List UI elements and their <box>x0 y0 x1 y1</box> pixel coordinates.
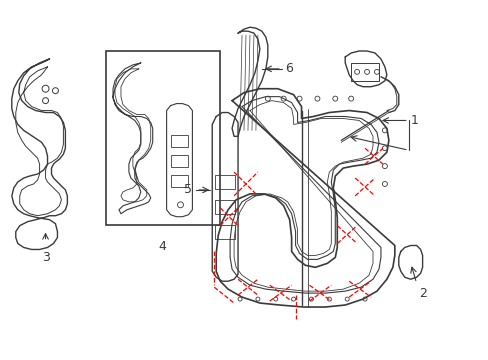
Bar <box>106 51 220 225</box>
Bar <box>170 175 188 187</box>
Bar <box>170 155 188 167</box>
Text: 2: 2 <box>418 287 426 300</box>
Bar <box>215 175 235 189</box>
Text: 5: 5 <box>184 184 192 197</box>
Bar <box>170 135 188 147</box>
Text: 1: 1 <box>410 114 418 127</box>
Bar <box>215 200 235 214</box>
Bar <box>350 63 378 81</box>
Text: 6: 6 <box>284 62 292 75</box>
Text: 4: 4 <box>159 239 166 252</box>
Text: 3: 3 <box>41 251 49 265</box>
Bar <box>215 225 235 239</box>
